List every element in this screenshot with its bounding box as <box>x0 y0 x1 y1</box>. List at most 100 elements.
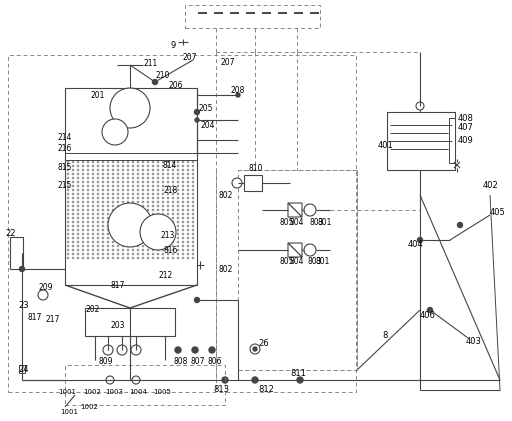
Circle shape <box>177 217 179 218</box>
Circle shape <box>82 165 83 167</box>
Circle shape <box>77 217 79 218</box>
Circle shape <box>113 205 114 207</box>
Circle shape <box>173 233 174 234</box>
Circle shape <box>122 245 123 247</box>
Circle shape <box>167 193 168 195</box>
Circle shape <box>117 253 119 255</box>
Circle shape <box>82 233 83 234</box>
Circle shape <box>137 169 139 171</box>
Circle shape <box>147 229 148 231</box>
Circle shape <box>147 213 148 215</box>
Circle shape <box>113 253 114 255</box>
Text: 807: 807 <box>190 357 204 367</box>
Circle shape <box>137 209 139 210</box>
Bar <box>65 88 197 285</box>
Circle shape <box>137 193 139 195</box>
Circle shape <box>122 233 123 234</box>
Circle shape <box>153 233 154 234</box>
Circle shape <box>122 257 123 258</box>
Text: 817: 817 <box>110 280 124 290</box>
Circle shape <box>173 209 174 210</box>
Circle shape <box>137 237 139 239</box>
Circle shape <box>157 217 159 218</box>
Circle shape <box>167 201 168 203</box>
Circle shape <box>88 209 89 210</box>
Circle shape <box>127 173 129 175</box>
Circle shape <box>117 205 119 207</box>
Circle shape <box>102 217 103 218</box>
Circle shape <box>157 253 159 255</box>
Circle shape <box>177 165 179 167</box>
Circle shape <box>137 221 139 223</box>
Circle shape <box>92 237 94 239</box>
Circle shape <box>167 213 168 215</box>
Circle shape <box>82 237 83 239</box>
Circle shape <box>97 241 99 242</box>
Circle shape <box>133 237 134 239</box>
Circle shape <box>173 249 174 250</box>
Circle shape <box>153 217 154 218</box>
Circle shape <box>108 173 109 175</box>
Circle shape <box>187 213 188 215</box>
Circle shape <box>102 233 103 234</box>
Circle shape <box>68 229 69 231</box>
Circle shape <box>88 213 89 215</box>
Circle shape <box>117 185 119 187</box>
Circle shape <box>117 217 119 218</box>
Circle shape <box>77 233 79 234</box>
Circle shape <box>117 213 119 215</box>
Circle shape <box>162 241 164 242</box>
Text: 26: 26 <box>258 338 269 347</box>
Circle shape <box>68 241 69 242</box>
Circle shape <box>187 165 188 167</box>
Circle shape <box>88 241 89 242</box>
Bar <box>244 175 262 191</box>
Circle shape <box>97 165 99 167</box>
Circle shape <box>177 241 179 242</box>
Circle shape <box>195 118 199 122</box>
Circle shape <box>72 201 74 203</box>
Circle shape <box>72 221 74 223</box>
Text: 1002: 1002 <box>80 404 98 410</box>
Circle shape <box>113 181 114 183</box>
Circle shape <box>88 173 89 175</box>
Circle shape <box>122 205 123 207</box>
Circle shape <box>92 225 94 226</box>
Circle shape <box>162 205 164 207</box>
Circle shape <box>122 177 123 179</box>
Circle shape <box>193 257 194 258</box>
Circle shape <box>142 245 143 247</box>
Circle shape <box>82 225 83 226</box>
Circle shape <box>153 225 154 226</box>
Circle shape <box>82 169 83 171</box>
Circle shape <box>108 177 109 179</box>
Circle shape <box>97 213 99 215</box>
Circle shape <box>72 257 74 258</box>
Circle shape <box>416 102 424 110</box>
Text: 812: 812 <box>258 386 274 394</box>
Circle shape <box>133 169 134 171</box>
Circle shape <box>97 173 99 175</box>
Circle shape <box>167 205 168 207</box>
Circle shape <box>113 245 114 247</box>
Circle shape <box>153 169 154 171</box>
Circle shape <box>162 225 164 226</box>
Circle shape <box>88 165 89 167</box>
Circle shape <box>77 165 79 167</box>
Circle shape <box>97 169 99 171</box>
Circle shape <box>162 253 164 255</box>
Circle shape <box>113 221 114 223</box>
Circle shape <box>133 213 134 215</box>
Circle shape <box>162 189 164 191</box>
Circle shape <box>193 197 194 199</box>
Circle shape <box>147 225 148 226</box>
Circle shape <box>117 189 119 191</box>
Text: 204: 204 <box>200 120 215 130</box>
Bar <box>449 118 455 163</box>
Circle shape <box>122 161 123 163</box>
Circle shape <box>304 204 316 216</box>
Circle shape <box>182 173 184 175</box>
Circle shape <box>127 225 129 226</box>
Circle shape <box>167 217 168 218</box>
Text: 24: 24 <box>18 365 29 375</box>
